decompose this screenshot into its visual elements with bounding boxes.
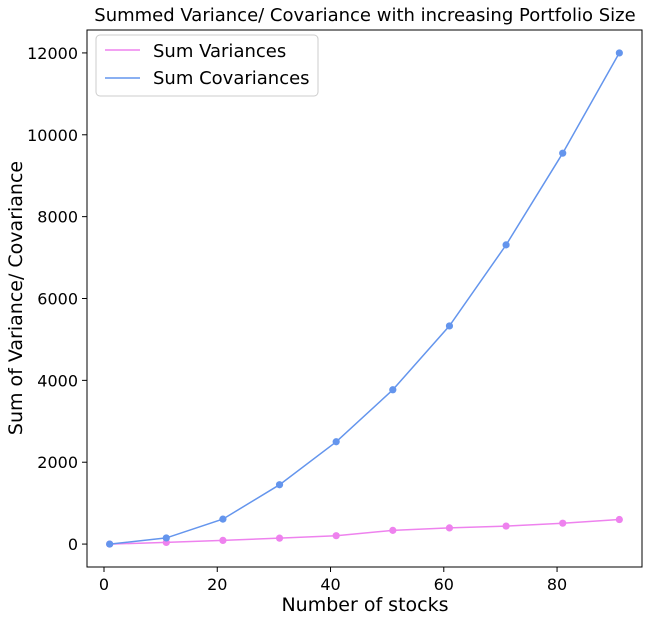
x-tick-label: 0 — [99, 575, 109, 594]
data-point-sum-variances — [275, 534, 284, 542]
series-layer — [106, 49, 623, 548]
series-line-sum-variances — [109, 518, 620, 545]
legend-box — [95, 34, 319, 97]
plot-frame — [86, 29, 643, 568]
y-tick-label: 8000 — [37, 208, 78, 227]
data-point-sum-variances — [389, 526, 397, 534]
data-point-sum-variances — [615, 515, 623, 524]
chart-title: Summed Variance/ Covariance with increas… — [94, 5, 635, 26]
data-point-sum-variances — [219, 536, 227, 544]
data-point-sum-variances — [445, 524, 454, 532]
data-point-sum-covariances — [275, 481, 284, 489]
y-axis: 0 2000 4000 6000 8000 10000 12000 — [27, 44, 87, 554]
x-axis-label: Number of stocks — [281, 594, 448, 616]
x-tick-label: 80 — [547, 575, 567, 594]
data-point-sum-variances — [559, 519, 567, 527]
y-axis-label: Sum of Variance/ Covariance — [5, 161, 27, 435]
data-point-sum-covariances — [332, 438, 340, 446]
data-point-sum-variances — [332, 532, 340, 540]
y-tick-label: 2000 — [37, 453, 78, 472]
data-point-sum-covariances — [502, 241, 510, 249]
data-point-sum-covariances — [445, 322, 454, 330]
x-tick-label: 40 — [320, 575, 340, 594]
data-point-sum-covariances — [389, 386, 397, 394]
legend: Sum Variances Sum Covariances — [95, 34, 319, 97]
y-tick-label: 0 — [68, 535, 78, 554]
y-tick-label: 6000 — [37, 290, 78, 309]
plot-area: 0 20 40 60 80 0 2000 4000 6000 8000 10000 12000 — [27, 29, 643, 594]
data-point-sum-covariances — [559, 149, 567, 157]
data-point-sum-covariances — [106, 540, 114, 548]
data-point-sum-covariances — [219, 515, 227, 523]
data-point-sum-variances — [502, 522, 510, 530]
x-axis: 0 20 40 60 80 — [99, 567, 567, 594]
legend-label-sum-variances: Sum Variances — [153, 41, 286, 62]
legend-label-sum-covariances: Sum Covariances — [153, 68, 310, 89]
data-point-sum-covariances — [615, 49, 623, 57]
x-tick-label: 60 — [434, 575, 454, 594]
series-line-sum-covariances — [109, 52, 620, 545]
y-tick-label: 12000 — [27, 44, 78, 63]
y-tick-label: 10000 — [27, 126, 78, 145]
x-tick-label: 20 — [207, 575, 227, 594]
data-point-sum-covariances — [162, 534, 170, 542]
y-tick-label: 4000 — [37, 371, 78, 390]
